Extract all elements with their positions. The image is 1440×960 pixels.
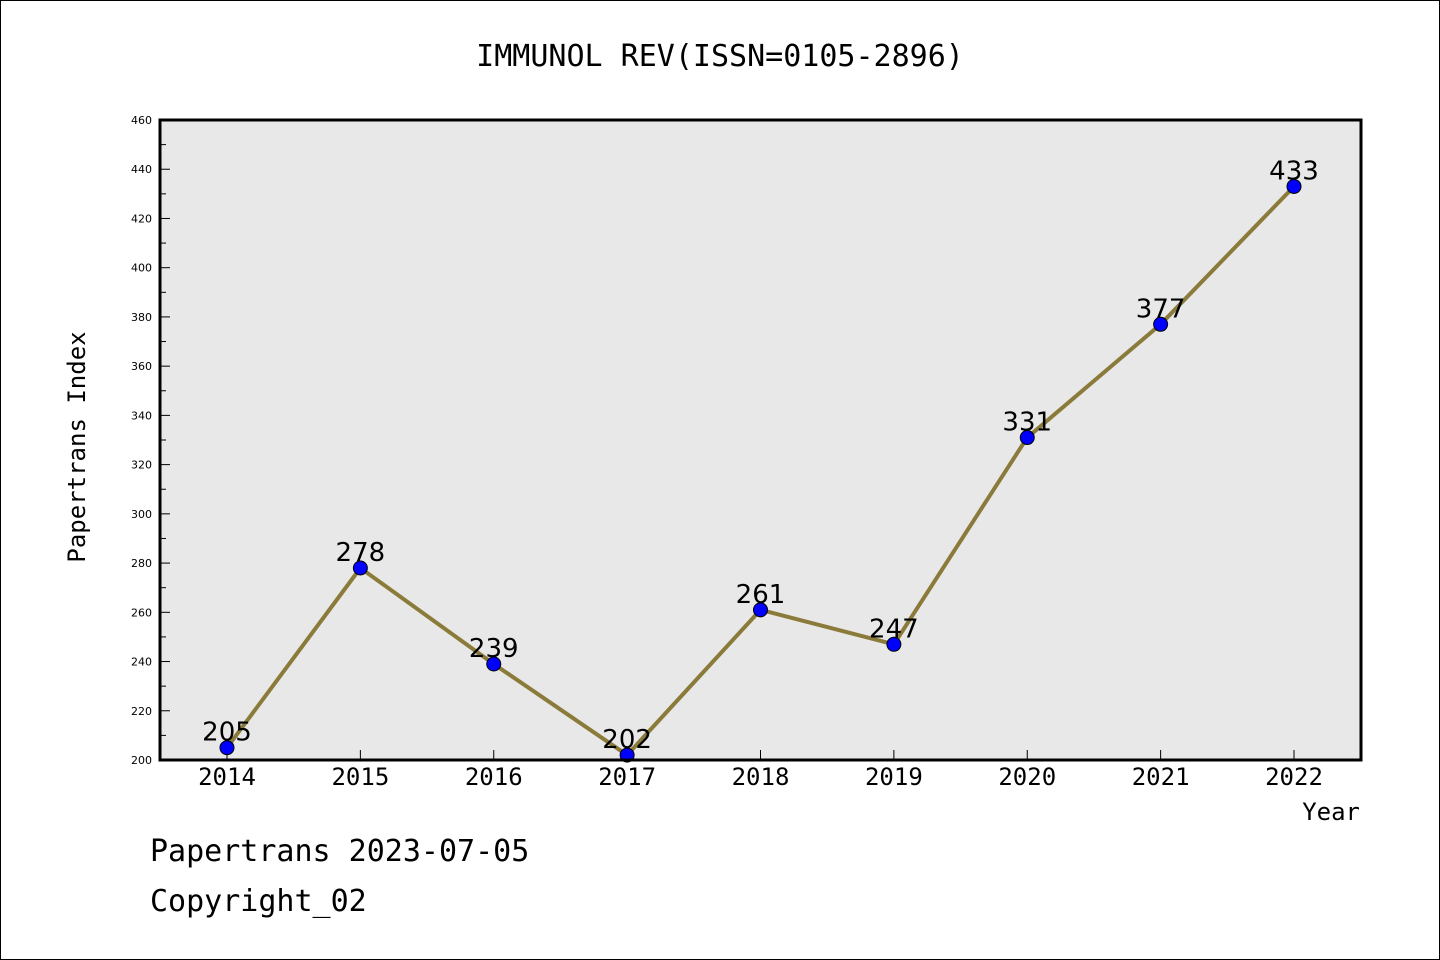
y-tick-label: 220 <box>131 705 152 718</box>
data-point <box>1286 178 1302 194</box>
data-label: 205 <box>202 718 252 748</box>
y-axis-label: Papertrans Index <box>63 331 91 562</box>
data-point <box>886 636 902 652</box>
data-label: 331 <box>1002 408 1052 438</box>
plot-area <box>160 120 1361 760</box>
plot-border <box>158 118 1363 762</box>
y-tick-label: 460 <box>131 114 152 127</box>
data-label: 377 <box>1136 294 1186 324</box>
x-tick-label: 2014 <box>198 763 256 791</box>
data-label: 261 <box>736 580 786 610</box>
y-tick-label: 420 <box>131 212 152 225</box>
data-point <box>486 656 502 672</box>
footer-date: Papertrans 2023-07-05 <box>150 834 530 869</box>
data-point <box>753 602 768 618</box>
y-tick-label: 440 <box>131 163 152 176</box>
y-tick-label: 240 <box>131 656 152 669</box>
y-tick-label: 340 <box>131 409 152 422</box>
x-tick-label: 2018 <box>732 763 790 791</box>
x-tick-label: 2019 <box>865 763 923 791</box>
data-label: 202 <box>602 725 652 755</box>
chart-title: IMMUNOL REV(ISSN=0105-2896) <box>476 39 964 74</box>
y-tick-label: 380 <box>131 311 152 324</box>
x-tick-label: 2017 <box>598 763 656 791</box>
data-label: 239 <box>469 634 519 664</box>
x-tick-label: 2016 <box>465 763 523 791</box>
series-markers <box>219 178 1302 763</box>
y-tick-label: 320 <box>131 459 152 472</box>
data-label: 278 <box>336 538 386 568</box>
x-axis-label: Year <box>1302 798 1360 826</box>
data-label: 247 <box>869 614 919 644</box>
x-tick-label: 2020 <box>998 763 1056 791</box>
y-tick-label: 200 <box>131 754 152 767</box>
x-tick-label: 2015 <box>331 763 389 791</box>
data-point <box>1019 430 1035 446</box>
data-point <box>219 740 235 756</box>
y-tick-label: 260 <box>131 606 152 619</box>
y-axis: 200 220 240 260 280 300 320 340 360 380 400 420 440 4… <box>131 114 170 767</box>
x-tick-label: 2021 <box>1132 763 1190 791</box>
y-tick-label: 300 <box>131 508 152 521</box>
data-label: 433 <box>1269 156 1319 186</box>
y-tick-label: 400 <box>131 262 152 275</box>
y-tick-label: 360 <box>131 360 152 373</box>
y-tick-label: 280 <box>131 557 152 570</box>
data-labels: 205 278 239 202 261 247 331 377 433 <box>202 156 1319 755</box>
x-axis: 2014 2015 2016 2017 2018 2019 2020 2021 2022 <box>198 750 1323 791</box>
data-point <box>352 560 368 576</box>
x-tick-label: 2022 <box>1265 763 1323 791</box>
data-point <box>1153 316 1169 332</box>
footer-copyright: Copyright_02 <box>150 884 367 919</box>
